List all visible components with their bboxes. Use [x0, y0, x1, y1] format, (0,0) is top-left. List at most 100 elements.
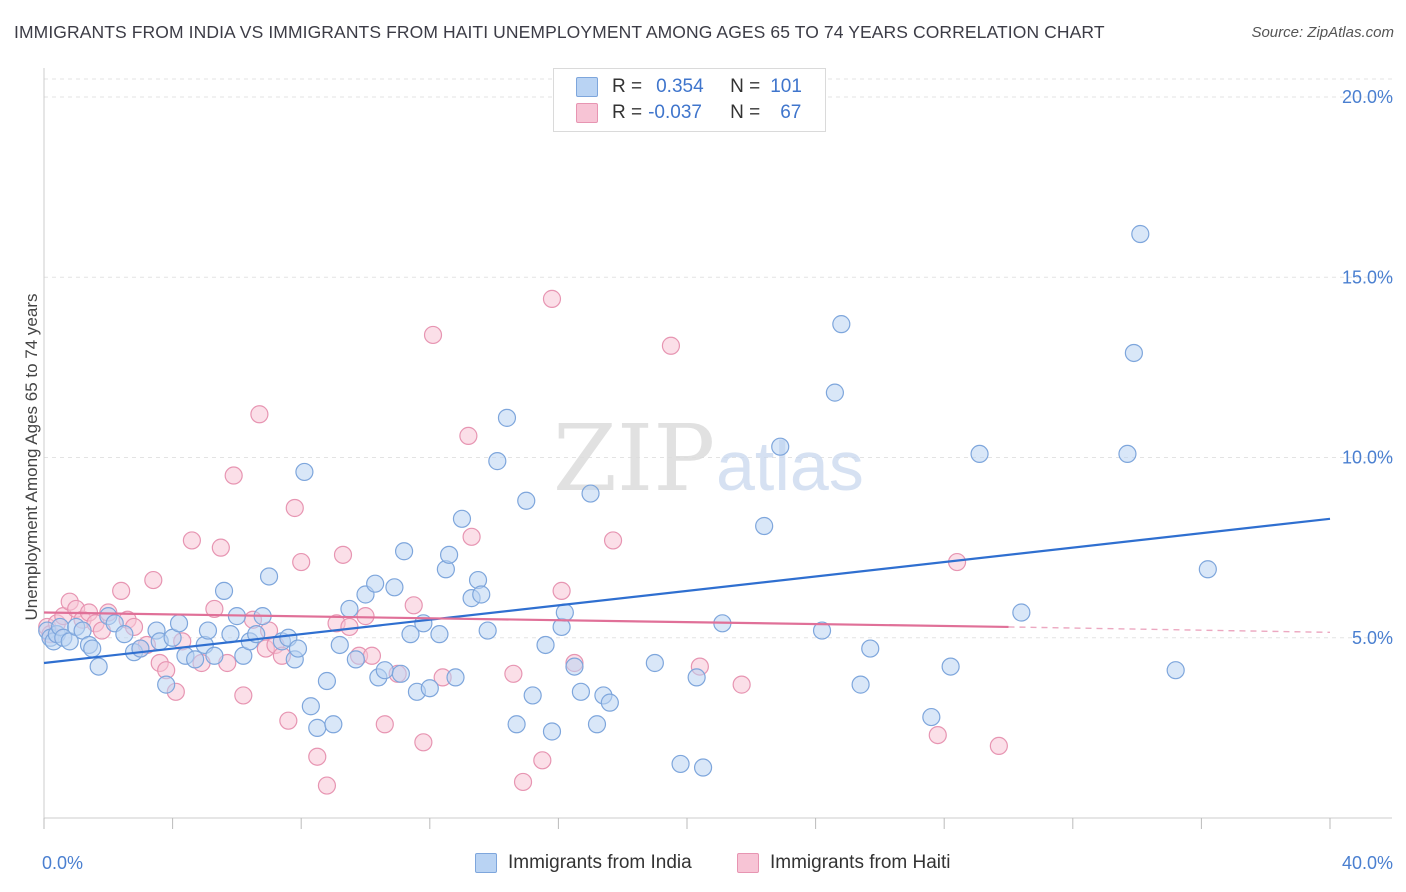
india-point	[430, 625, 449, 644]
india-point	[391, 664, 410, 683]
india-point	[687, 668, 706, 687]
india-r-value: 0.354	[656, 76, 704, 97]
haiti-trendline	[43, 611, 1009, 629]
watermark-atlas: atlas	[716, 427, 864, 505]
india-point	[452, 509, 472, 528]
india-point	[861, 639, 880, 658]
india-point	[941, 657, 960, 676]
india-point	[401, 625, 420, 644]
haiti-point	[513, 772, 533, 792]
legend-row-india: R = 0.354 N = 101	[576, 76, 802, 98]
india-point	[472, 585, 491, 604]
haiti-point	[340, 617, 359, 637]
india-point	[922, 707, 941, 727]
haiti-point	[661, 336, 681, 355]
india-point	[301, 697, 320, 716]
tick-labels: 5.0% 10.0% 15.0% 20.0% 0.0% 40.0%	[42, 87, 1393, 873]
india-point	[214, 581, 234, 600]
india-point	[157, 675, 176, 694]
chart-title: IMMIGRANTS FROM INDIA VS IMMIGRANTS FROM…	[14, 22, 1105, 42]
india-point	[600, 693, 619, 712]
india-point	[205, 646, 224, 665]
india-point	[115, 625, 134, 644]
india-point	[385, 578, 404, 597]
y-tick-label: 15.0%	[1342, 267, 1393, 287]
watermark-zip: ZIP	[553, 405, 715, 512]
legend-n-label: N =	[730, 102, 761, 123]
india-point	[825, 383, 844, 402]
india-point	[812, 621, 832, 640]
india-point	[565, 657, 584, 676]
india-point	[198, 621, 218, 640]
haiti-point	[356, 607, 375, 626]
haiti-point	[182, 531, 201, 550]
haiti-point	[423, 325, 443, 345]
india-trendline	[43, 517, 1331, 665]
india-point	[771, 437, 790, 456]
india-point	[755, 516, 774, 536]
trendlines	[43, 517, 1331, 665]
india-point	[693, 758, 713, 777]
india-point	[186, 650, 205, 669]
india-point	[523, 686, 542, 705]
haiti-point	[928, 725, 947, 745]
india-point	[221, 625, 240, 644]
india-point	[308, 718, 327, 737]
india-point	[420, 679, 439, 698]
india-point	[517, 491, 536, 510]
haiti-point	[404, 596, 423, 615]
haiti-point	[144, 570, 163, 590]
india-point	[366, 574, 385, 593]
x-tick-label: 0.0%	[42, 853, 83, 873]
india-point	[288, 639, 308, 658]
india-point	[587, 715, 607, 734]
legend-item-india[interactable]: Immigrants from India	[475, 852, 692, 874]
india-point	[851, 675, 870, 694]
legend-item-haiti[interactable]: Immigrants from Haiti	[737, 852, 951, 874]
legend-r-label: R =	[612, 76, 643, 97]
haiti-point	[333, 545, 353, 564]
haiti-point	[211, 538, 230, 557]
india-point	[317, 671, 337, 691]
haiti-point	[375, 715, 394, 734]
india-point	[488, 452, 507, 471]
correlation-legend: R = 0.354 N = 101 R = -0.037 N = 67	[553, 68, 826, 132]
india-point	[478, 621, 497, 640]
haiti-point	[533, 751, 552, 770]
india-point	[330, 635, 349, 655]
legend-r-label: R =	[612, 102, 643, 123]
y-tick-label: 20.0%	[1342, 87, 1393, 107]
series-legend: Immigrants from India Immigrants from Ha…	[0, 850, 1406, 878]
legend-row-haiti: R = -0.037 N = 67	[576, 102, 801, 124]
india-point	[497, 408, 517, 427]
india-point	[1198, 560, 1217, 579]
india-point	[542, 722, 562, 741]
haiti-point	[552, 581, 571, 600]
haiti-point	[462, 527, 481, 546]
india-swatch	[576, 77, 598, 97]
source-label: Source: ZipAtlas.com	[1251, 24, 1394, 41]
haiti-n-value: 67	[780, 102, 802, 123]
india-legend-label: Immigrants from India	[508, 852, 692, 873]
india-points	[38, 224, 1217, 777]
india-point	[970, 444, 989, 464]
haiti-point	[603, 531, 623, 550]
india-point	[89, 657, 108, 676]
haiti-point	[112, 581, 131, 600]
india-point	[394, 542, 414, 561]
india-point	[555, 603, 574, 622]
india-point	[1118, 444, 1137, 464]
haiti-point	[317, 776, 337, 795]
india-point	[446, 668, 465, 687]
x-tick-label: 40.0%	[1342, 853, 1393, 873]
y-axis-label: Unemployment Among Ages 65 to 74 years	[22, 294, 41, 621]
india-point	[169, 614, 189, 633]
india-point	[1131, 224, 1150, 244]
haiti-point	[414, 733, 433, 752]
haiti-point	[732, 675, 751, 694]
india-point	[507, 715, 526, 734]
india-legend-swatch	[475, 853, 497, 873]
india-point	[346, 650, 365, 669]
india-point	[295, 462, 314, 482]
haiti-legend-label: Immigrants from Haiti	[770, 852, 951, 873]
